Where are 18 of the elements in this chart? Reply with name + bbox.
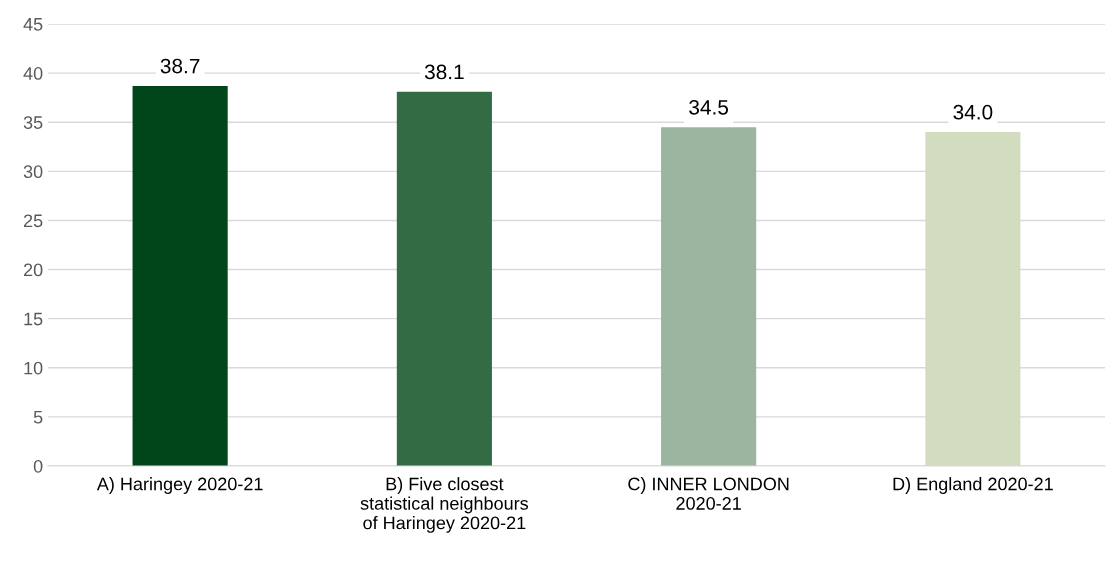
data-label: 38.7 <box>160 58 200 74</box>
y-tick-label: 45 <box>23 18 43 31</box>
data-label: 34.0 <box>953 104 993 120</box>
y-tick-label: 25 <box>23 214 43 228</box>
y-tick-label: 5 <box>33 411 43 424</box>
y-tick-label: 0 <box>33 459 43 473</box>
x-tick-label: C) INNER LONDON 2020-21 <box>628 477 789 510</box>
x-tick-label: A) Haringey 2020-21 <box>96 477 263 494</box>
y-tick-label: 10 <box>24 361 43 375</box>
y-tick-label: 35 <box>23 116 43 129</box>
x-tick-label: B) Five closest statistical neighbours of Haringey 2020-21 <box>360 477 529 533</box>
data-label: 34.5 <box>689 99 729 115</box>
x-tick-label: D) England 2020-21 <box>893 477 1053 494</box>
y-tick-label: 30 <box>23 165 43 179</box>
y-tick-label: 20 <box>23 263 43 277</box>
data-label: 38.1 <box>424 64 464 80</box>
y-tick-label: 40 <box>23 67 43 80</box>
y-tick-label: 15 <box>24 312 43 326</box>
